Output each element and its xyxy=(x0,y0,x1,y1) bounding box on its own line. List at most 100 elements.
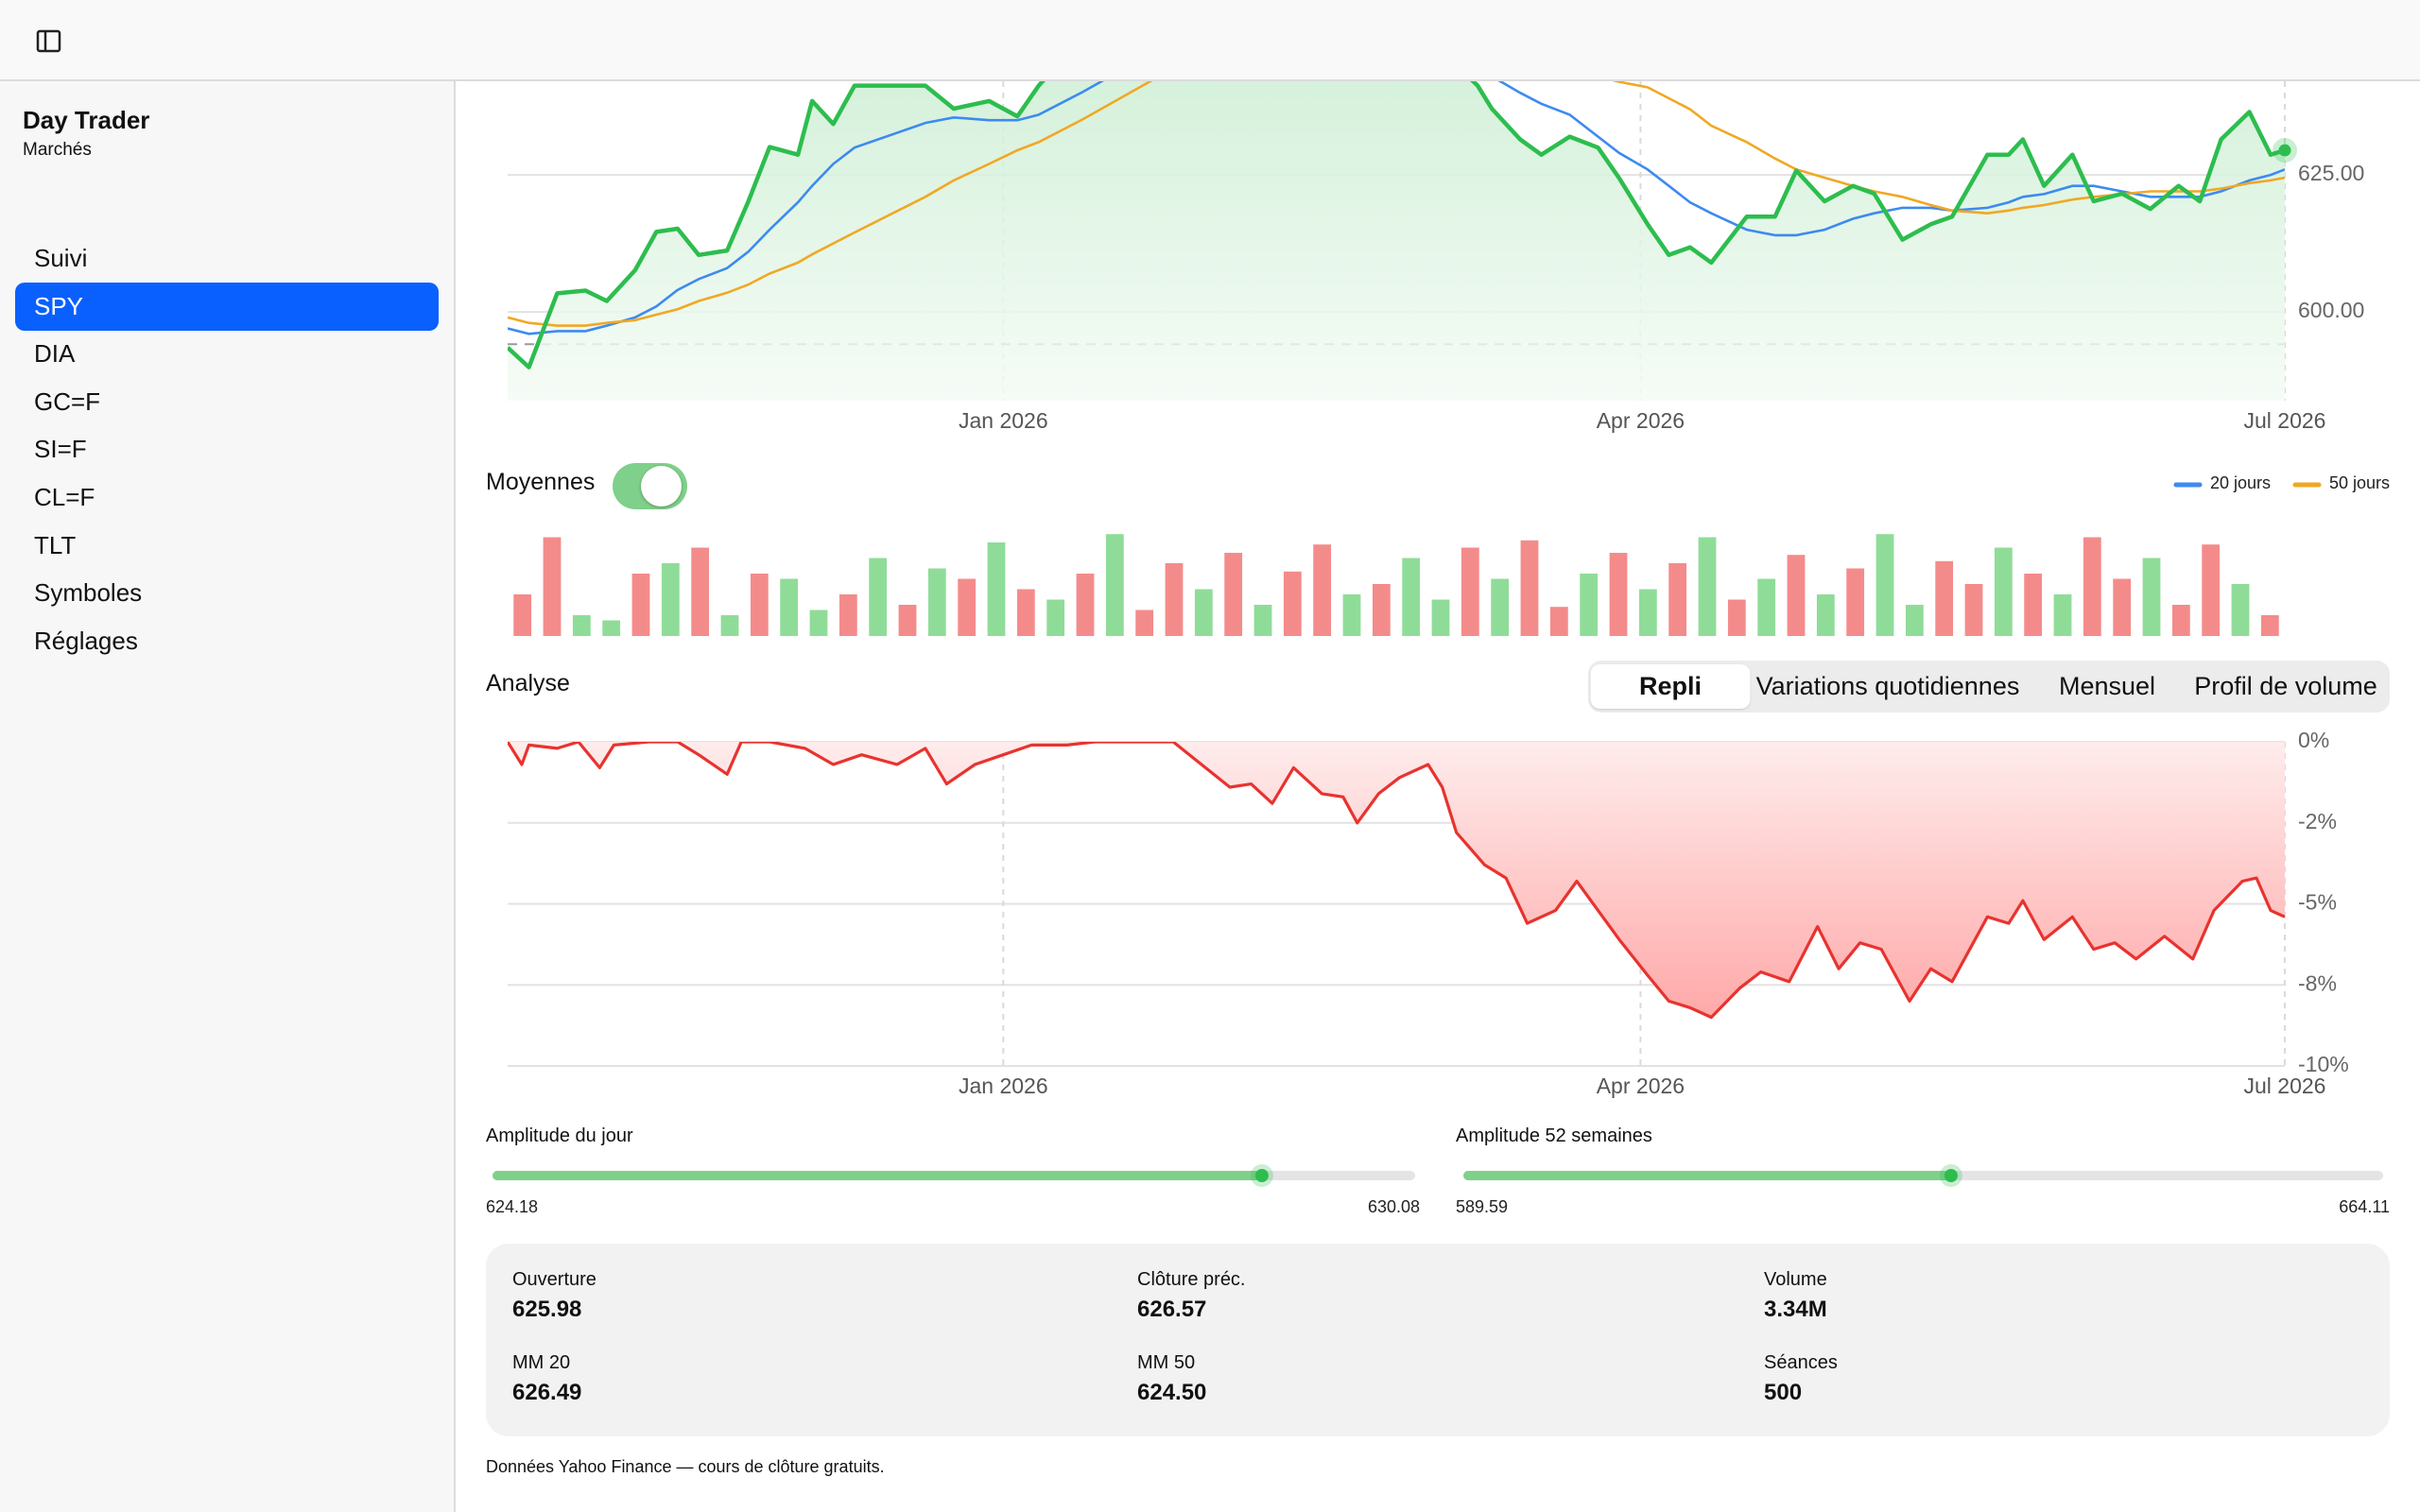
volume-bar xyxy=(631,574,650,636)
drawdown-line xyxy=(508,742,2285,1020)
stat-label: Ouverture xyxy=(512,1269,596,1290)
range-low: 624.18 xyxy=(486,1197,539,1216)
volume-bar xyxy=(2142,558,2161,636)
range-high: 630.08 xyxy=(1367,1197,1420,1216)
analysis-tab[interactable]: Variations quotidiennes xyxy=(1755,672,2020,700)
footer-note: Données Yahoo Finance — cours de clôture… xyxy=(486,1457,885,1476)
top-bar xyxy=(0,0,2420,81)
volume-bar xyxy=(543,537,562,636)
range-knob xyxy=(1944,1169,1958,1182)
stat-value: 500 xyxy=(1764,1380,1803,1405)
y-tick-label: -2% xyxy=(2298,809,2337,833)
y-tick-label: 0% xyxy=(2298,728,2329,752)
volume-bar xyxy=(1046,599,1065,636)
price-line xyxy=(508,81,2285,369)
y-tick-label: 600.00 xyxy=(2298,298,2364,322)
stat-label: MM 20 xyxy=(512,1352,571,1373)
volume-bar xyxy=(1876,534,1894,636)
stat-value: 626.49 xyxy=(512,1380,582,1405)
volume-bar xyxy=(1609,553,1628,636)
drawdown-area xyxy=(508,742,2285,1018)
sidebar: Suivi SPY DIA GC=F SI=F CL=F TLT Symboles Réglag… xyxy=(0,81,456,1512)
volume-bar xyxy=(1402,558,1421,636)
stat-label: Séances xyxy=(1764,1352,1838,1373)
nav-item[interactable]: SI=F xyxy=(34,435,87,464)
stat-label: MM 50 xyxy=(1137,1352,1196,1373)
legend-label: 20 jours xyxy=(2210,473,2271,492)
y-tick-label: -10% xyxy=(2298,1052,2349,1076)
app-title: Day Trader xyxy=(23,106,150,134)
volume-bar xyxy=(1846,568,1865,636)
analysis-tab[interactable]: Repli xyxy=(1590,664,1751,709)
toggle-knob xyxy=(641,466,682,507)
volume-bar xyxy=(661,563,680,636)
price-area xyxy=(508,81,2285,401)
legend-label: 50 jours xyxy=(2329,473,2390,492)
range-label: Amplitude 52 semaines xyxy=(1456,1125,1652,1146)
volume-bar xyxy=(513,594,532,636)
volume-bar xyxy=(1431,599,1450,636)
analysis-tab[interactable]: Profil de volume xyxy=(2194,672,2377,700)
range-label: Amplitude du jour xyxy=(486,1125,633,1146)
stat-value: 624.50 xyxy=(1137,1380,1207,1405)
volume-bar xyxy=(1727,599,1746,636)
volume-bar xyxy=(838,594,857,636)
volume-bar xyxy=(1105,534,1124,636)
y-tick-label: -8% xyxy=(2298,971,2337,995)
volume-bar xyxy=(572,615,591,636)
stat-label: Volume xyxy=(1764,1269,1827,1290)
analysis-label: Analyse xyxy=(486,670,570,696)
volume-bar xyxy=(1461,547,1479,636)
stat-value: 626.57 xyxy=(1137,1297,1207,1322)
volume-bar xyxy=(1935,560,1954,636)
volume-bar xyxy=(1668,563,1687,636)
volume-bar xyxy=(2171,605,2190,636)
moving-average-line xyxy=(508,81,2285,335)
nav-item[interactable]: Réglages xyxy=(34,626,138,655)
analysis-tabs: Repli Variations quotidiennes Mensuel Profi… xyxy=(1588,661,2390,713)
x-tick-label: Jul 2026 xyxy=(2244,408,2326,433)
moving-average-line xyxy=(508,81,2285,327)
volume-bar xyxy=(987,542,1006,636)
volume-bar xyxy=(1135,610,1154,636)
nav-item[interactable]: GC=F xyxy=(34,387,101,416)
volume-bar xyxy=(809,610,828,636)
volume-bar xyxy=(1253,605,1272,636)
nav-item[interactable]: TLT xyxy=(34,530,77,559)
volume-bar xyxy=(1491,578,1510,636)
volume-bar xyxy=(1580,574,1599,636)
volume-bar xyxy=(1194,589,1213,636)
sidebar-toggle-icon[interactable] xyxy=(36,28,62,55)
averages-label: Moyennes xyxy=(486,469,596,495)
volume-bar xyxy=(898,605,917,636)
volume-bar xyxy=(2113,578,2132,636)
volume-bar xyxy=(1520,540,1539,636)
volume-bar xyxy=(1964,584,1983,636)
nav-item[interactable]: Symboles xyxy=(34,578,143,608)
volume-bar xyxy=(691,547,710,636)
volume-bar xyxy=(1313,544,1332,636)
volume-bar xyxy=(720,615,739,636)
nav-item[interactable]: Suivi xyxy=(34,244,88,272)
nav-item[interactable]: CL=F xyxy=(34,483,95,511)
volume-bar xyxy=(1994,547,2013,636)
volume-bar xyxy=(1165,563,1184,636)
x-tick-label: Jan 2026 xyxy=(959,408,1048,433)
nav-item[interactable]: SPY xyxy=(15,282,439,331)
volume-bar xyxy=(1372,584,1391,636)
analysis-tab[interactable]: Mensuel xyxy=(2058,672,2156,700)
range-high: 664.11 xyxy=(2339,1197,2390,1216)
nav-item[interactable]: DIA xyxy=(34,339,76,369)
volume-bar xyxy=(958,578,977,636)
x-tick-label: Jan 2026 xyxy=(959,1074,1048,1098)
x-tick-label: Apr 2026 xyxy=(1597,408,1685,433)
stats-panel: Ouverture 625.98 Clôture préc. 626.57 Volume… xyxy=(486,1244,2390,1436)
volume-bar xyxy=(1549,607,1568,636)
averages-toggle[interactable] xyxy=(613,463,687,509)
volume-bar xyxy=(1016,589,1035,636)
stat-label: Clôture préc. xyxy=(1137,1269,1246,1290)
x-tick-label: Jul 2026 xyxy=(2244,1074,2326,1098)
volume-bar xyxy=(2024,574,2043,636)
volume-bar xyxy=(780,578,799,636)
volume-bar xyxy=(1816,594,1835,636)
